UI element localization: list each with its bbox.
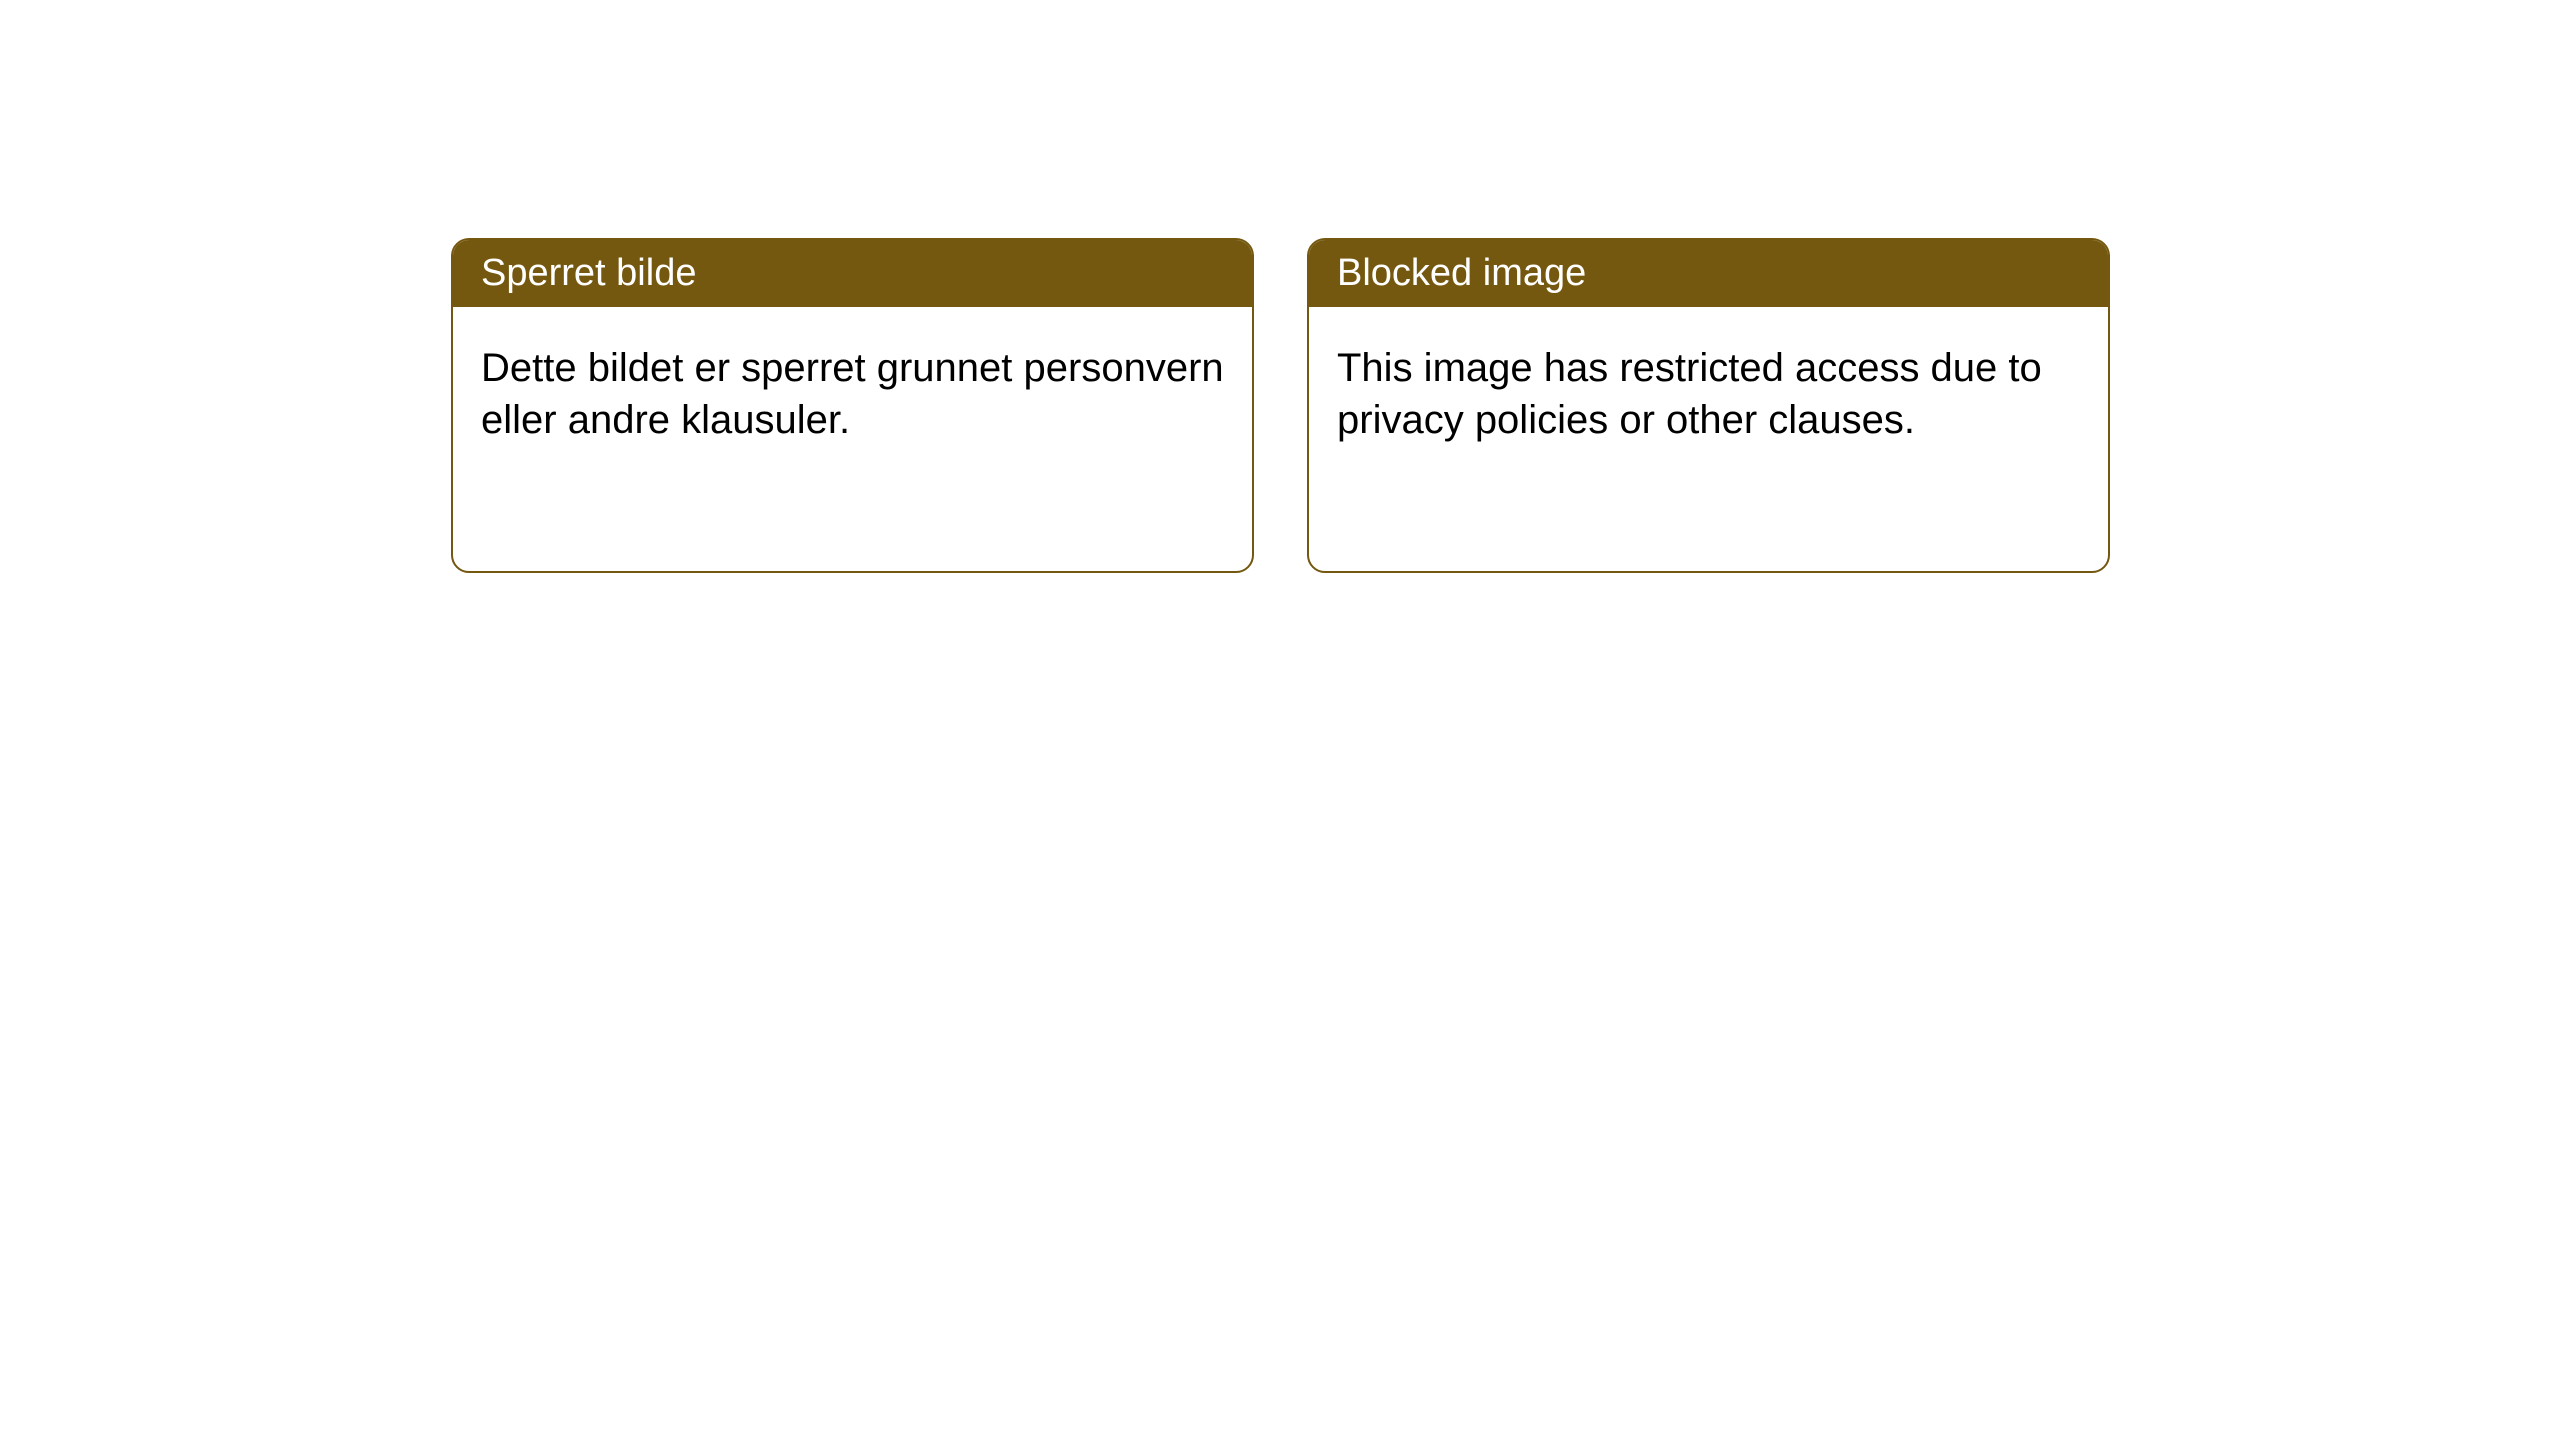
notice-title: Sperret bilde (481, 252, 696, 294)
notice-body-english: This image has restricted access due to … (1309, 307, 2108, 481)
notice-text: Dette bildet er sperret grunnet personve… (481, 346, 1224, 442)
notice-title: Blocked image (1337, 252, 1586, 294)
notice-header-english: Blocked image (1309, 240, 2108, 307)
notice-card-norwegian: Sperret bilde Dette bildet er sperret gr… (451, 238, 1254, 573)
notice-card-english: Blocked image This image has restricted … (1307, 238, 2110, 573)
notice-header-norwegian: Sperret bilde (453, 240, 1252, 307)
notice-body-norwegian: Dette bildet er sperret grunnet personve… (453, 307, 1252, 481)
notice-text: This image has restricted access due to … (1337, 346, 2042, 442)
notice-container: Sperret bilde Dette bildet er sperret gr… (451, 238, 2110, 573)
